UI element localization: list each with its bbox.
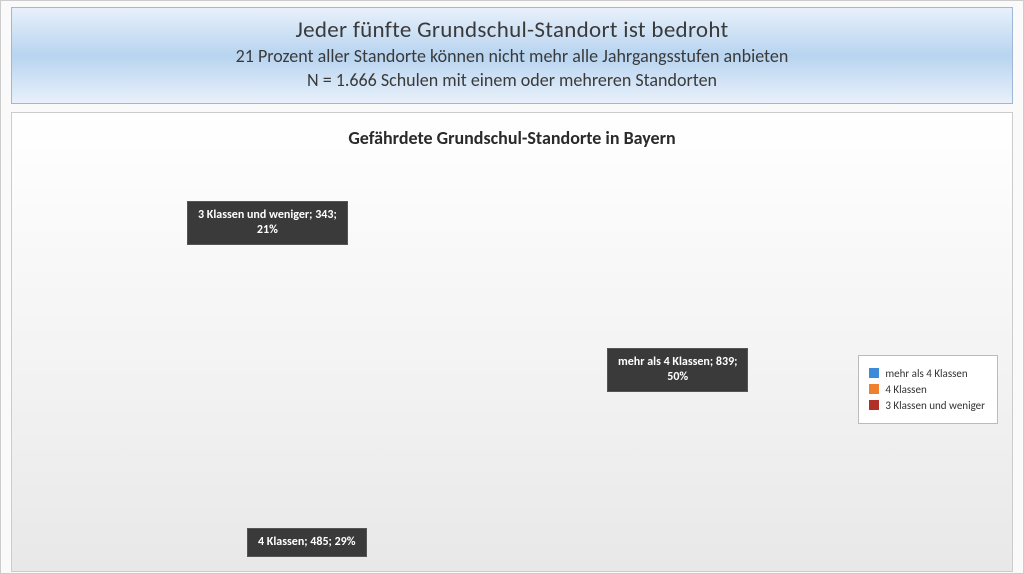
chart-panel: Gefährdete Grundschul-Standorte in Bayer…: [11, 112, 1013, 572]
callout-blue: mehr als 4 Klassen; 839; 50%: [607, 348, 748, 392]
legend-item-blue: mehr als 4 Klassen: [869, 367, 985, 380]
callout-blue-line1: mehr als 4 Klassen; 839;: [618, 355, 737, 369]
header-subtitle-2: N = 1.666 Schulen mit einem oder mehrere…: [32, 68, 992, 92]
header-title: Jeder fünfte Grundschul-Standort ist bed…: [32, 16, 992, 44]
legend-item-red: 3 Klassen und weniger: [869, 399, 985, 412]
header-subtitle-1: 21 Prozent aller Standorte können nicht …: [32, 44, 992, 68]
legend-swatch-red: [869, 400, 879, 410]
legend-item-orange: 4 Klassen: [869, 383, 985, 396]
legend-swatch-blue: [869, 368, 879, 378]
callout-red: 3 Klassen und weniger; 343; 21%: [187, 201, 348, 245]
chart-title: Gefährdete Grundschul-Standorte in Bayer…: [24, 127, 1000, 149]
callout-blue-line2: 50%: [667, 370, 688, 384]
legend-swatch-orange: [869, 384, 879, 394]
chart-container: Jeder fünfte Grundschul-Standort ist bed…: [0, 0, 1024, 574]
legend-label-orange: 4 Klassen: [885, 383, 926, 396]
legend: mehr als 4 Klassen 4 Klassen 3 Klassen u…: [858, 355, 998, 424]
legend-label-red: 3 Klassen und weniger: [885, 399, 985, 412]
callout-red-line2: 21%: [257, 223, 278, 237]
callout-orange: 4 Klassen; 485; 29%: [247, 528, 367, 557]
header-panel: Jeder fünfte Grundschul-Standort ist bed…: [11, 7, 1013, 104]
legend-label-blue: mehr als 4 Klassen: [885, 367, 967, 380]
callout-red-line1: 3 Klassen und weniger; 343;: [198, 208, 337, 222]
